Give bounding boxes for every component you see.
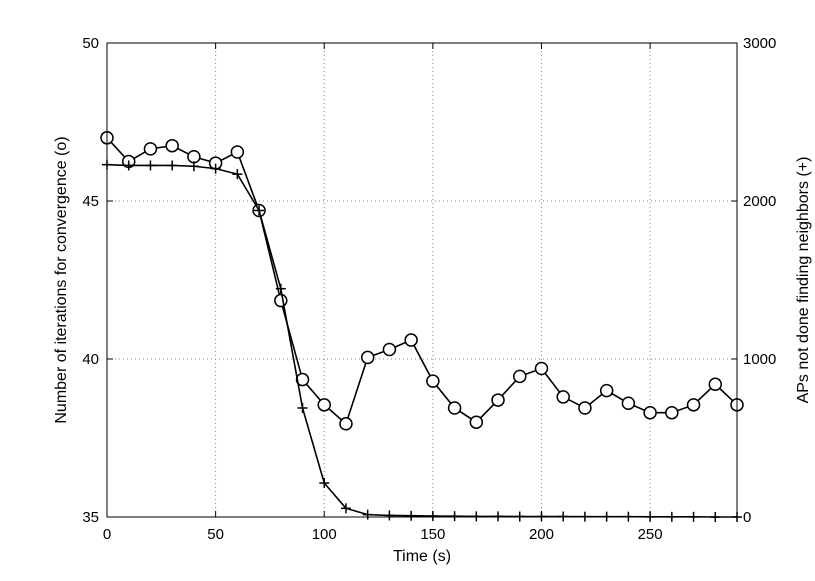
circle-marker [665,405,679,420]
plus-marker [232,169,243,180]
circle-marker [447,401,462,415]
circle-marker [404,333,418,347]
circle-marker [643,405,657,420]
axes: 0 50 100 150 200 250 35 40 45 50 0 1000 2000 3000 [82,35,776,543]
circle-marker [317,398,331,412]
plus-marker [340,503,351,514]
series-layer [100,131,744,522]
plus-marker [362,509,373,520]
plus-marker [210,163,221,174]
series-iterations-line [106,137,738,426]
circle-marker [534,361,549,376]
circle-marker [426,374,440,388]
plus-marker [145,160,156,171]
plot-frame [106,42,738,518]
circle-marker [339,417,353,431]
circle-marker [274,293,288,308]
plus-marker [167,160,178,171]
circle-marker [621,396,636,410]
circle-marker [165,138,179,153]
x-tick-label: 200 [529,526,554,543]
circle-marker [686,398,701,412]
grid [107,43,737,517]
x-tick-label: 50 [207,526,224,543]
plus-marker [319,478,330,489]
y-left-tick-label: 40 [82,351,99,368]
x-tick-label: 0 [103,526,111,543]
circle-marker [143,142,158,156]
circle-marker [230,145,245,159]
y-axis-left-title: Number of iterations for convergence (o) [53,136,70,423]
plus-marker [188,161,199,172]
plus-marker [297,402,308,413]
circle-marker [187,150,201,164]
y-right-tick-label: 1000 [743,351,776,368]
circle-marker [708,377,723,392]
y-left-tick-label: 35 [82,509,99,526]
circle-marker [599,383,614,398]
circle-marker [491,393,505,407]
plus-marker [254,205,265,216]
circle-marker [578,401,592,415]
circle-marker [382,342,397,357]
circle-marker [360,350,375,365]
x-tick-label: 250 [638,526,663,543]
series-aps-line [106,163,737,518]
circle-marker [469,415,484,429]
x-tick-label: 100 [312,526,337,543]
x-axis-title: Time (s) [393,548,451,565]
plus-marker [493,511,504,522]
y-right-tick-label: 2000 [743,193,776,210]
plus-marker [275,283,286,294]
circle-marker [556,390,570,404]
x-tick-label: 150 [420,526,445,543]
circle-marker [295,372,310,387]
y-left-tick-label: 45 [82,193,99,210]
plus-marker [449,511,460,522]
y-left-tick-label: 50 [82,35,99,52]
plus-marker [406,510,417,521]
plus-marker [384,510,395,521]
y-right-tick-label: 3000 [743,35,776,52]
y-right-tick-label: 0 [743,509,751,526]
plus-marker [123,160,134,171]
plus-marker [471,511,482,522]
y-axis-right-title: APs not done finding neighbors (+) [795,157,812,404]
circle-marker [513,369,527,384]
